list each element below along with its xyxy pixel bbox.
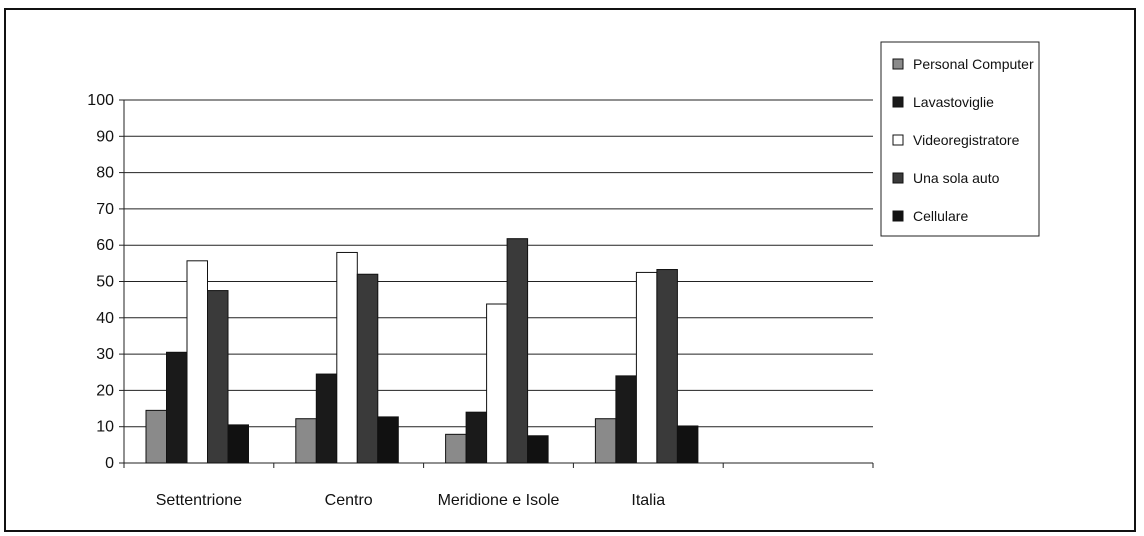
- bar: [295, 418, 317, 464]
- bar: [445, 433, 467, 464]
- category-label: Centro: [325, 492, 373, 509]
- y-tick-label: 40: [96, 310, 114, 327]
- bar: [377, 416, 399, 464]
- legend-swatch: [892, 210, 904, 222]
- bar: [506, 238, 529, 464]
- y-tick-label: 90: [96, 128, 114, 145]
- bar: [676, 425, 699, 464]
- y-tick-label: 100: [87, 92, 114, 109]
- y-tick-label: 60: [96, 237, 114, 254]
- y-tick-label: 70: [96, 201, 114, 218]
- y-tick-label: 20: [96, 382, 114, 399]
- bar: [527, 435, 549, 464]
- bar: [594, 418, 617, 464]
- bar: [315, 373, 338, 464]
- legend-swatch: [892, 172, 904, 184]
- legend-swatch: [892, 134, 904, 146]
- bar: [486, 303, 508, 464]
- category-label: Italia: [631, 492, 665, 509]
- legend-swatch: [892, 58, 904, 70]
- legend-swatch: [892, 96, 904, 108]
- bar: [186, 260, 208, 464]
- category-label: Meridione e Isole: [438, 492, 560, 509]
- legend-label: Cellulare: [913, 208, 968, 224]
- bar: [656, 269, 678, 464]
- bar: [145, 409, 167, 464]
- bar: [635, 271, 658, 464]
- y-tick-label: 30: [96, 346, 114, 363]
- bar: [166, 351, 188, 464]
- y-tick-label: 10: [96, 419, 114, 436]
- legend-label: Lavastoviglie: [913, 94, 994, 110]
- bar: [336, 251, 358, 464]
- legend-label: Videoregistratore: [913, 132, 1020, 148]
- y-tick-label: 50: [96, 274, 114, 291]
- bar: [615, 375, 637, 464]
- y-tick-label: 0: [105, 455, 114, 472]
- bar: [356, 273, 379, 464]
- category-label: Settentrione: [156, 492, 242, 509]
- legend-label: Personal Computer: [913, 56, 1034, 72]
- y-tick-label: 80: [96, 165, 114, 182]
- legend-box: [880, 41, 1040, 237]
- legend-label: Una sola auto: [913, 170, 1000, 186]
- bar: [207, 290, 229, 464]
- bar: [227, 424, 249, 464]
- bar: [465, 411, 488, 464]
